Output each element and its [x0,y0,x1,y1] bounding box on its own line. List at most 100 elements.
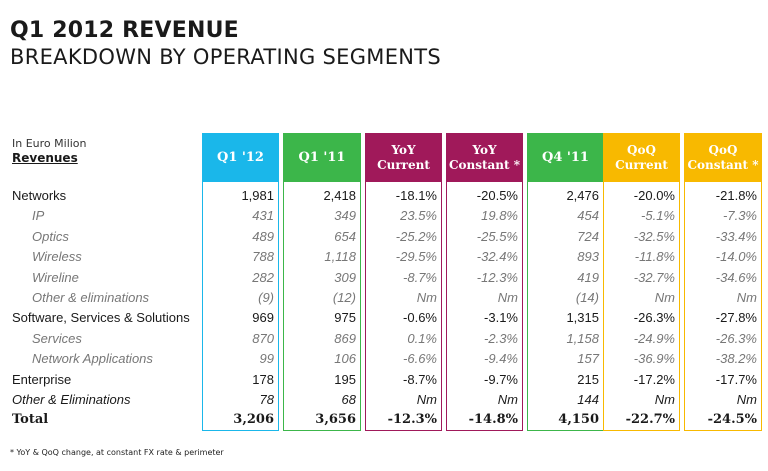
table-row: Wireline 282 309 -8.7% -12.3% 419 -32.7% -34.6% [0,268,768,288]
table-cell: -26.3% [633,310,675,325]
table-cell: 309 [334,270,356,285]
table-cell: -17.7% [715,372,757,387]
revenues-label: Revenues [12,151,78,165]
table-cell: 1,118 [324,249,356,264]
table-row: IP 431 349 23.5% 19.8% 454 -5.1% -7.3% [0,206,768,226]
table-cell: -3.1% [484,310,518,325]
row-label: Networks [12,188,67,203]
table-cell: 969 [252,310,274,325]
table-cell: 1,315 [566,310,599,325]
column-header-line: QoQ [708,142,738,157]
table-cell: 215 [577,372,599,387]
table-cell: 2,418 [323,188,356,203]
table-cell: 724 [577,229,599,244]
table-cell: -7.3% [723,208,757,223]
table-row: Other & Eliminations 78 68 Nm Nm 144 Nm Nm [0,390,768,410]
table-row: Networks 1,981 2,418 -18.1% -20.5% 2,476 -20.0… [0,186,768,206]
table-row: Wireless 788 1,118 -29.5% -32.4% 893 -11.8% -14… [0,247,768,267]
table-row: Enterprise 178 195 -8.7% -9.7% 215 -17.2% -17.7… [0,370,768,390]
table-cell: Nm [736,392,757,407]
table-row: Services 870 869 0.1% -2.3% 1,158 -24.9% -26.3% [0,329,768,349]
table-cell: -9.4% [484,351,518,366]
table-cell: 3,206 [233,412,274,427]
column-header-line: Q1 '11 [298,150,346,165]
table-cell: -8.7% [403,270,437,285]
table-cell: Nm [416,392,437,407]
table-cell: 654 [334,229,356,244]
table-cell: -32.7% [633,270,675,285]
table-cell: -34.6% [715,270,757,285]
column-header-line: Current [377,157,430,172]
table-cell: -24.9% [633,331,675,346]
column-header-q1-12: Q1 '12 [202,133,279,182]
column-header-line: Q1 '12 [217,150,264,165]
table-cell: -6.6% [403,351,437,366]
page-title: Q1 2012 REVENUE [10,18,239,43]
table-cell: Nm [497,392,518,407]
table-cell: 78 [259,392,274,407]
table-cell: 23.5% [400,208,437,223]
table-cell: 1,158 [566,331,599,346]
table-cell: -17.2% [633,372,675,387]
table-cell: -18.1% [395,188,437,203]
table-cell: -8.7% [403,372,437,387]
table-cell: 106 [334,351,356,366]
unit-label: In Euro Milion [12,137,87,150]
table-row: Total 3,206 3,656 -12.3% -14.8% 4,150 -22.7% -2… [0,410,768,430]
row-label: Services [32,331,82,346]
column-header-line: Constant * [448,157,521,172]
table-cell: -0.6% [403,310,437,325]
table-cell: -38.2% [715,351,757,366]
table-cell: 144 [577,392,599,407]
table-cell: 195 [334,372,356,387]
table-cell: -12.3% [387,412,437,427]
column-header-line: YoY [472,142,497,157]
table-cell: Nm [654,392,675,407]
table-cell: -9.7% [484,372,518,387]
column-header-line: Q4 '11 [542,150,589,165]
table-cell: -24.5% [707,412,757,427]
table-cell: 489 [252,229,274,244]
table-cell: -12.3% [476,270,518,285]
table-cell: -14.8% [468,412,518,427]
table-cell: -26.3% [715,331,757,346]
table-row: Other & eliminations (9) (12) Nm Nm (14) Nm Nm [0,288,768,308]
table-cell: (12) [332,290,356,305]
table-row: Optics 489 654 -25.2% -25.5% 724 -32.5% -33.4% [0,227,768,247]
column-header-q1-11: Q1 '11 [283,133,361,182]
column-header-yoy-current: YoY Current [365,133,442,182]
table-cell: 282 [252,270,274,285]
table-cell: 419 [577,270,599,285]
table-cell: 870 [252,331,274,346]
table-cell: Nm [736,290,757,305]
table-cell: -32.5% [633,229,675,244]
table-row: Network Applications 99 106 -6.6% -9.4% 157 -3… [0,349,768,369]
row-label: Other & Eliminations [12,392,131,407]
page-subtitle: BREAKDOWN BY OPERATING SEGMENTS [10,45,442,69]
table-cell: -25.5% [476,229,518,244]
row-label: IP [32,208,45,223]
table-cell: 99 [259,351,274,366]
column-header-line: QoQ [627,142,656,157]
table-cell: -20.0% [633,188,675,203]
table-cell: Nm [416,290,437,305]
table-cell: 178 [252,372,274,387]
row-label: Optics [32,229,69,244]
table-cell: -29.5% [395,249,437,264]
row-label: Enterprise [12,372,72,387]
table-cell: Nm [497,290,518,305]
table-cell: -20.5% [476,188,518,203]
table-cell: 349 [334,208,356,223]
row-label: Total [12,412,49,427]
row-label: Wireline [32,270,79,285]
table-cell: 2,476 [566,188,599,203]
column-header-line: YoY [391,142,416,157]
table-cell: -11.8% [634,249,675,264]
row-label: Software, Services & Solutions [12,310,190,325]
table-cell: 454 [577,208,599,223]
column-header-q4-11: Q4 '11 [527,133,604,182]
table-cell: 788 [252,249,274,264]
column-header-qoq-current: QoQ Current [603,133,680,182]
column-header-qoq-constant: QoQ Constant * [684,133,762,182]
table-cell: -14.0% [715,249,757,264]
